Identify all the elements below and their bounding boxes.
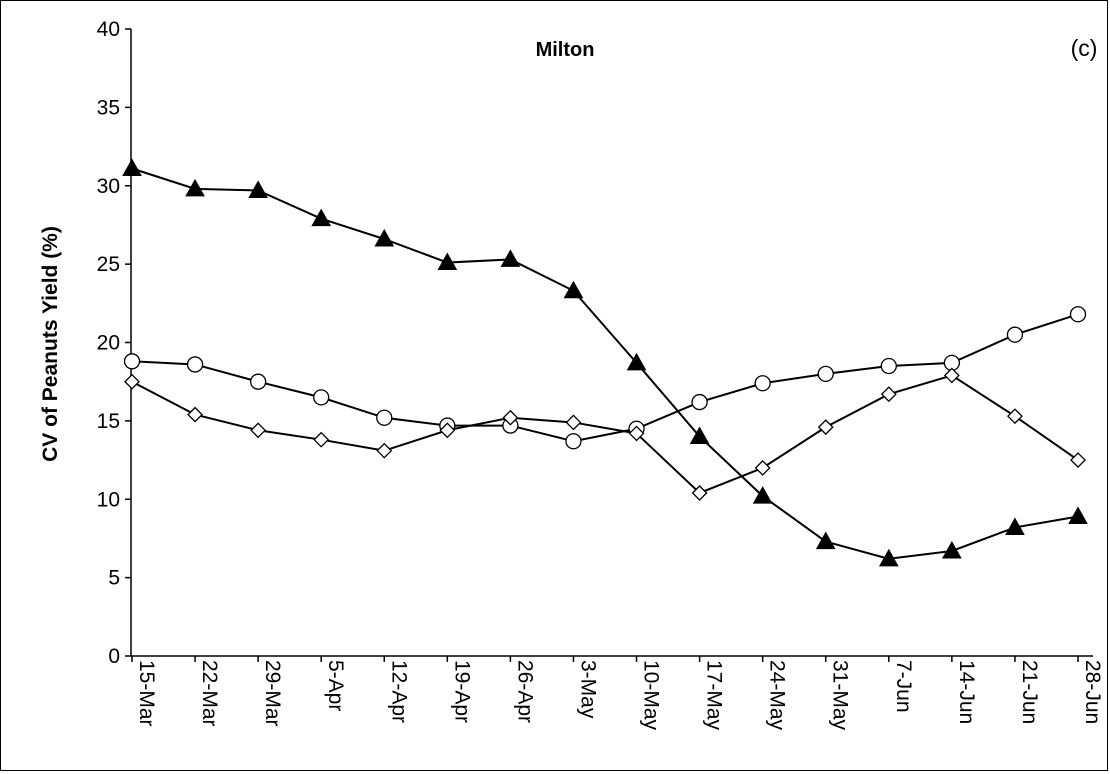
- data-point-diamond: [439, 422, 456, 439]
- x-tick-label: 28-Jun: [1081, 660, 1104, 724]
- series-line: [131, 167, 1079, 560]
- data-point-circle: [123, 353, 141, 370]
- series-1: [122, 158, 1088, 567]
- x-tick-label: 29-Mar: [261, 660, 284, 727]
- x-tick-label: 15-Mar: [135, 660, 158, 727]
- y-axis-ticks: 0 5 10 15 20 25 30 35 40: [97, 18, 131, 668]
- data-point-circle: [186, 356, 204, 373]
- x-tick-label: 31-May: [829, 660, 852, 731]
- data-point-triangle: [1068, 506, 1088, 524]
- data-point-circle: [817, 365, 834, 383]
- y-axis-label: CV of Peanuts Yield (%): [39, 226, 62, 462]
- data-point-diamond: [880, 386, 897, 403]
- series-line: [131, 313, 1079, 443]
- data-point-diamond: [565, 414, 582, 431]
- y-tick-label: 5: [108, 567, 120, 590]
- data-point-triangle: [374, 229, 395, 247]
- y-tick-label: 20: [97, 332, 120, 355]
- data-point-diamond: [313, 431, 330, 448]
- data-point-diamond: [628, 425, 645, 442]
- data-point-circle: [1006, 326, 1024, 343]
- y-tick-label: 40: [97, 18, 120, 41]
- data-point-diamond: [943, 367, 960, 384]
- x-tick-label: 14-Jun: [955, 660, 978, 724]
- data-point-diamond: [124, 373, 140, 390]
- series-layer: [122, 158, 1088, 567]
- data-point-diamond: [817, 419, 834, 436]
- data-point-triangle: [752, 486, 773, 504]
- x-tick-label: 17-May: [703, 660, 726, 731]
- data-point-circle: [754, 375, 771, 392]
- data-point-triangle: [500, 249, 521, 267]
- data-point-circle: [1069, 306, 1087, 323]
- x-tick-label: 10-May: [640, 660, 663, 731]
- x-tick-label: 26-Apr: [513, 660, 536, 723]
- x-tick-label: 5-Apr: [324, 660, 347, 711]
- data-point-diamond: [691, 485, 708, 501]
- y-tick-label: 15: [97, 410, 120, 433]
- axes: [130, 29, 1093, 657]
- data-point-circle: [376, 409, 393, 426]
- y-tick-label: 30: [97, 175, 120, 198]
- data-point-triangle: [1005, 517, 1025, 535]
- data-point-diamond: [187, 406, 203, 423]
- data-point-triangle: [311, 208, 332, 227]
- data-point-triangle: [878, 548, 899, 567]
- data-point-triangle: [248, 180, 268, 198]
- data-point-diamond: [376, 442, 393, 459]
- data-point-circle: [249, 373, 267, 390]
- y-tick-label: 0: [108, 645, 120, 668]
- series-3: [124, 367, 1086, 501]
- data-point-triangle: [437, 252, 458, 271]
- x-tick-label: 21-Jun: [1018, 660, 1041, 724]
- y-tick-label: 10: [97, 488, 120, 511]
- x-axis-ticks: 15-Mar 22-Mar 29-Mar 5-Apr 12-Apr 19-Apr 26-Ap…: [131, 656, 1104, 731]
- data-point-circle: [565, 433, 582, 450]
- chart-title: Milton: [536, 39, 595, 61]
- data-point-diamond: [1007, 408, 1023, 425]
- data-point-diamond: [1070, 452, 1086, 468]
- data-point-circle: [313, 389, 330, 406]
- data-point-circle: [691, 393, 708, 411]
- data-point-triangle: [563, 280, 584, 299]
- data-point-triangle: [689, 426, 710, 445]
- data-point-circle: [880, 357, 897, 375]
- y-tick-label: 35: [97, 96, 120, 119]
- data-point-diamond: [754, 459, 771, 476]
- x-tick-label: 12-Apr: [387, 660, 410, 723]
- x-tick-label: 24-May: [766, 660, 789, 731]
- data-point-triangle: [185, 178, 205, 197]
- x-tick-label: 3-May: [576, 660, 599, 719]
- data-point-triangle: [942, 540, 962, 559]
- data-point-triangle: [815, 531, 836, 550]
- data-point-diamond: [250, 422, 267, 439]
- series-2: [123, 306, 1087, 450]
- x-tick-label: 7-Jun: [892, 660, 915, 713]
- data-point-diamond: [502, 409, 519, 426]
- panel-label: (c): [1071, 35, 1098, 61]
- x-tick-label: 22-Mar: [198, 660, 221, 727]
- data-point-triangle: [626, 352, 647, 371]
- x-tick-label: 19-Apr: [450, 660, 473, 723]
- series-line: [131, 374, 1079, 495]
- data-point-triangle: [122, 158, 142, 177]
- y-tick-label: 25: [97, 253, 120, 276]
